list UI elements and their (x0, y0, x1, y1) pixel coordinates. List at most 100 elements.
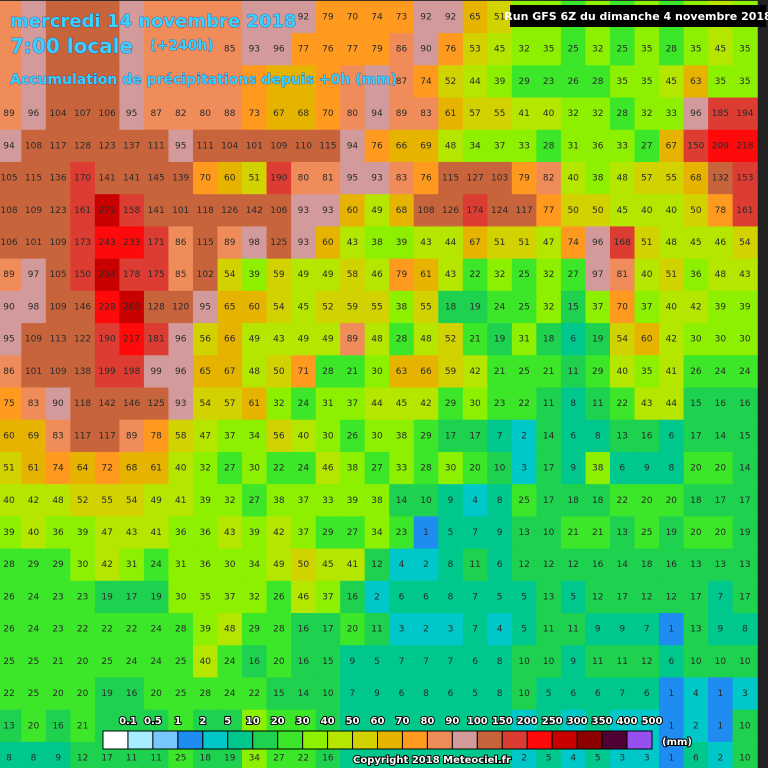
precip-cell (266, 161, 292, 195)
grid-value: 122 (74, 335, 91, 345)
grid-value: 25 (617, 45, 628, 55)
legend-swatch (476, 730, 503, 750)
grid-value: 49 (273, 560, 285, 570)
grid-value: 90 (3, 302, 15, 312)
grid-value: 271 (99, 206, 116, 216)
legend-label: 100 (467, 716, 488, 727)
grid-value: 6 (693, 754, 699, 764)
precip-cell (168, 194, 194, 228)
grid-value: 9 (595, 625, 601, 635)
grid-value: 29 (518, 77, 530, 87)
grid-value: 25 (518, 367, 529, 377)
precip-cell (0, 387, 22, 421)
precip-cell (45, 516, 71, 550)
grid-value: 46 (322, 464, 334, 474)
precip-cell (0, 194, 22, 228)
grid-value: 32 (592, 45, 603, 55)
grid-value: 139 (172, 174, 189, 184)
precip-cell (462, 0, 488, 34)
precip-cell (732, 129, 758, 163)
legend-label: 2 (199, 716, 206, 727)
precip-cell (217, 194, 243, 228)
grid-value: 106 (0, 238, 17, 248)
grid-value: 41 (518, 109, 529, 119)
legend-swatch (277, 730, 304, 750)
precip-cell (21, 709, 47, 743)
precip-cell (119, 355, 145, 389)
legend-label: 70 (395, 716, 409, 727)
precip-cell (119, 290, 145, 324)
precip-cell (708, 194, 734, 228)
grid-value: 29 (322, 528, 334, 538)
grid-value: 7 (718, 592, 724, 602)
grid-value: 7 (472, 625, 478, 635)
grid-value: 20 (469, 464, 481, 474)
legend-swatch (327, 730, 354, 750)
precip-cell (462, 97, 488, 131)
precip-cell (242, 323, 268, 356)
precip-cell (634, 355, 660, 389)
grid-value: 15 (739, 431, 750, 441)
grid-value: 10 (739, 657, 751, 667)
precip-cell (70, 741, 96, 768)
hidden-cell (143, 0, 170, 34)
precip-cell (192, 97, 219, 131)
grid-value: 21 (567, 528, 578, 538)
grid-value: 141 (148, 206, 165, 216)
grid-value: 26 (273, 592, 285, 602)
grid-value: 28 (543, 141, 555, 151)
precip-cell (487, 33, 513, 66)
grid-value: 20 (273, 657, 285, 667)
grid-value: 82 (543, 174, 554, 184)
grid-value: 27 (567, 270, 578, 280)
grid-value: 51 (249, 174, 260, 184)
grid-value: 32 (249, 592, 260, 602)
grid-value: 24 (150, 625, 162, 635)
grid-value: 8 (31, 754, 37, 764)
precip-cell (266, 548, 292, 582)
precip-cell (45, 548, 71, 582)
hidden-cell (266, 65, 292, 99)
grid-value: 25 (175, 689, 186, 699)
precip-cell (438, 97, 464, 131)
precip-cell (192, 323, 219, 356)
precip-cell (192, 258, 219, 292)
grid-value: 29 (420, 431, 432, 441)
precip-cell (585, 484, 611, 517)
grid-value: 26 (567, 77, 579, 87)
grid-value: 22 (101, 625, 112, 635)
grid-value: 24 (28, 625, 40, 635)
grid-value: 115 (319, 141, 336, 151)
precip-cell (634, 451, 660, 485)
precip-cell (708, 580, 734, 614)
hidden-cell (340, 65, 366, 99)
precip-cell (315, 516, 341, 550)
grid-value: 30 (224, 560, 236, 570)
precip-cell (708, 33, 734, 66)
grid-value: 48 (445, 141, 457, 151)
precip-cell (560, 645, 587, 679)
grid-value: 22 (469, 270, 480, 280)
precip-cell (536, 645, 562, 679)
grid-value: 25 (175, 754, 186, 764)
legend: 0.1 0.5 1 2 5 10 20 30 40 50 60 70 80 90 100 150 200 250 3… (102, 715, 663, 750)
grid-value: 89 (3, 109, 15, 119)
precip-cell (217, 33, 243, 66)
precip-cell (389, 0, 415, 34)
precip-cell (659, 451, 685, 485)
grid-value: 6 (570, 335, 576, 345)
precip-cell (119, 677, 145, 711)
precip-cell (732, 226, 758, 260)
precip-cell (609, 355, 636, 389)
precip-cell (511, 613, 537, 646)
grid-value: 61 (150, 464, 161, 474)
precip-cell (438, 129, 464, 163)
precip-cell (487, 677, 513, 711)
hidden-cell (21, 65, 47, 99)
grid-value: 29 (592, 367, 604, 377)
grid-value: 3 (619, 754, 625, 764)
grid-value: 83 (396, 174, 407, 184)
grid-value: 43 (126, 528, 137, 538)
grid-value: 16 (126, 689, 138, 699)
precip-cell (340, 33, 366, 66)
